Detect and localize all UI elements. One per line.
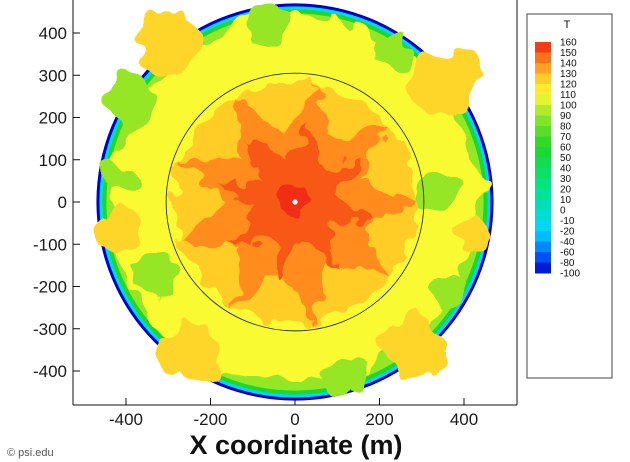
colorbar-tick-label: 150 [560, 48, 577, 59]
cool-patch [429, 268, 466, 305]
colorbar-swatch [535, 115, 551, 127]
warm-patch [383, 315, 444, 376]
colorbar-tick-label: 90 [560, 111, 572, 122]
y-tick-label: -300 [33, 320, 67, 339]
colorbar-swatch [535, 84, 551, 95]
center-point [292, 199, 298, 205]
colorbar-tick-label: 0 [560, 206, 566, 217]
colorbar-tick-label: -40 [560, 237, 575, 248]
y-tick-label: 400 [39, 24, 67, 43]
colorbar-tick-label: 140 [560, 59, 577, 70]
colorbar-swatch [535, 42, 551, 53]
colorbar-tick-label: 130 [560, 69, 577, 80]
x-axis-label: X coordinate (m) [189, 430, 402, 460]
colorbar-tick-label: 110 [560, 90, 576, 101]
colorbar-legend: T160150140130120110100908070605040302010… [526, 13, 613, 379]
colorbar-swatch [535, 94, 551, 106]
cool-patch [251, 6, 288, 43]
colorbar-tick-label: 160 [560, 38, 577, 49]
colorbar-swatch [535, 168, 551, 179]
cool-patch [133, 251, 178, 296]
y-tick-label: 100 [39, 151, 67, 170]
warm-patch [97, 207, 138, 248]
warm-patch [138, 11, 199, 72]
colorbar-swatch [535, 136, 551, 148]
colorbar-swatch [535, 262, 551, 274]
colorbar-tick-label: -100 [560, 269, 580, 280]
y-tick-label: 300 [39, 66, 67, 85]
y-tick-label: -200 [33, 278, 67, 297]
temperature-field [96, 3, 494, 401]
colorbar-swatch [535, 178, 551, 190]
colorbar-title: T [564, 19, 571, 31]
colorbar-tick-label: 120 [560, 80, 577, 91]
credit-label: © psi.edu [0, 444, 61, 462]
colorbar-swatch [535, 199, 551, 211]
x-tick-label: 0 [290, 410, 299, 429]
y-tick-label: -400 [33, 362, 67, 381]
colorbar-tick-label: -20 [560, 227, 575, 238]
colorbar-tick-label: 100 [560, 101, 577, 112]
colorbar-swatch [535, 220, 551, 232]
x-tick-label: 400 [450, 410, 478, 429]
colorbar-tick-label: 70 [560, 132, 572, 143]
cool-patch [108, 74, 161, 127]
colorbar-swatch [535, 73, 551, 85]
colorbar-tick-label: -80 [560, 258, 575, 269]
colorbar-swatch [535, 231, 551, 242]
colorbar-tick-label: 80 [560, 122, 572, 133]
colorbar-swatch [535, 241, 551, 253]
colorbar-swatch [535, 105, 551, 116]
y-axis-ticks: 400 300 200 100 0 -100 -200 -300 -400 [33, 24, 80, 381]
colorbar-tick-label: 50 [560, 153, 572, 164]
x-tick-label: -400 [109, 410, 143, 429]
colorbar-tick-label: 20 [560, 185, 572, 196]
y-tick-label: -100 [33, 235, 67, 254]
cool-patch [372, 29, 413, 70]
cool-patch [325, 355, 366, 396]
inner-boundary-circle [165, 72, 425, 332]
colorbar-swatch [535, 147, 551, 158]
y-tick-label: 200 [39, 109, 67, 128]
colorbar-tick-label: -60 [560, 248, 575, 259]
colorbar-tick-label: 30 [560, 174, 572, 185]
x-axis-ticks: -400 -200 0 200 400 [109, 398, 478, 429]
colorbar-swatch [535, 189, 551, 200]
colorbar-swatch [535, 210, 551, 221]
cool-patch [414, 173, 455, 214]
colorbar-swatch [535, 126, 551, 137]
colorbar-swatch [535, 52, 551, 64]
warm-patch [408, 49, 477, 118]
colorbar-tick-label: -10 [560, 216, 575, 227]
colorbar-swatch [535, 157, 551, 169]
x-tick-label: 200 [365, 410, 393, 429]
colorbar-swatch [535, 63, 551, 74]
colorbar-swatch [535, 252, 551, 263]
warm-patch [159, 324, 220, 385]
colorbar-tick-label: 10 [560, 195, 572, 206]
x-tick-label: -200 [193, 410, 227, 429]
colorbar-tick-label: 60 [560, 143, 572, 154]
warm-patch [452, 215, 493, 256]
cool-patch [101, 160, 134, 193]
colorbar-tick-label: 40 [560, 164, 572, 175]
y-tick-label: 0 [58, 193, 67, 212]
